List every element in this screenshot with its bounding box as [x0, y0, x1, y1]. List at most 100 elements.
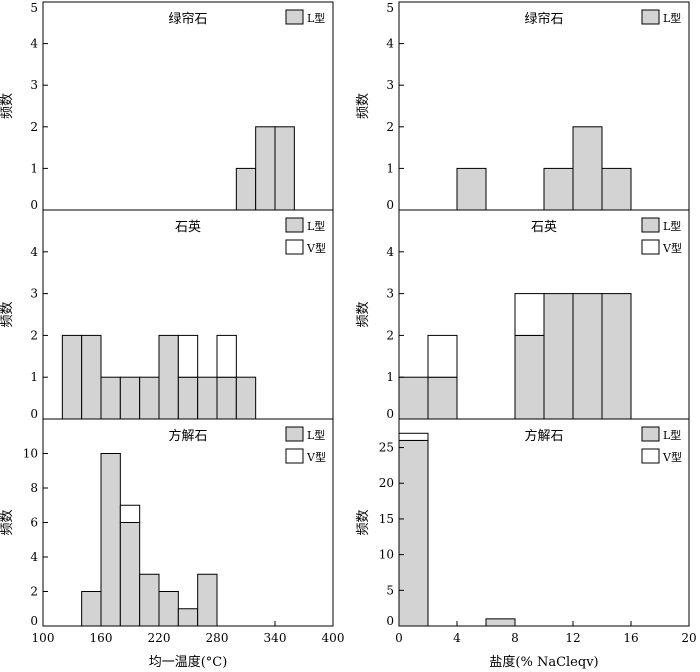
epidote-temp-bar-L-1	[255, 126, 276, 211]
calcite-salinity-ytick-label-5: 25	[379, 441, 394, 455]
quartz-temp-legend-label-V: V型	[306, 241, 326, 255]
quartz-temp-bar-L-0	[61, 334, 83, 420]
calcite-salinity-ytick-label-0: 0	[386, 614, 394, 628]
calcite-temp-ylabel: 频数	[0, 509, 15, 535]
calcite-salinity-legend-swatch-L	[641, 426, 660, 442]
quartz-salinity-bar-L-2	[514, 334, 545, 420]
calcite-temp-bar-L-6	[197, 573, 218, 627]
calcite-salinity-title: 方解石	[524, 428, 563, 444]
quartz-salinity-legend-swatch-L	[641, 217, 660, 233]
calcite-temp-bar-L-0	[81, 591, 102, 627]
calcite-salinity-legend-label-V: V型	[662, 450, 682, 464]
calcite-temp-bar-L-1	[100, 453, 121, 627]
calcite-salinity-xtick-label-3: 12	[565, 631, 580, 645]
quartz-temp-legend-swatch-V	[285, 239, 304, 255]
calcite-salinity-xtick-label-5: 20	[681, 631, 696, 645]
calcite-temp-xtick-label-1: 160	[90, 631, 113, 645]
quartz-salinity-ylabel: 频数	[356, 301, 371, 327]
calcite-temp-xtick-label-5: 400	[322, 631, 345, 645]
quartz-temp-ytick-label-2: 2	[30, 328, 38, 342]
epidote-temp-legend-label-L: L型	[307, 11, 325, 25]
epidote-temp-ytick-label-0: 0	[30, 198, 38, 212]
epidote-salinity-ytick-label-4: 4	[386, 37, 394, 51]
calcite-salinity-ytick-label-4: 20	[379, 476, 394, 490]
quartz-temp-legend-swatch-L	[285, 217, 304, 233]
calcite-salinity-legend-label-L: L型	[663, 428, 681, 442]
quartz-temp-ylabel: 频数	[0, 301, 15, 327]
calcite-temp-ytick-label-5: 10	[23, 447, 38, 461]
quartz-temp-bar-L-8	[216, 376, 237, 420]
calcite-temp-xtick-label-2: 220	[148, 631, 171, 645]
epidote-salinity-legend-label-L: L型	[663, 11, 681, 25]
calcite-salinity-ylabel: 频数	[356, 509, 371, 535]
quartz-temp-ytick-label-3: 3	[30, 287, 38, 301]
quartz-salinity-legend-swatch-V	[641, 239, 660, 255]
quartz-salinity-bar-L-0	[398, 376, 429, 420]
epidote-temp-ytick-label-3: 3	[30, 78, 38, 92]
quartz-temp-bar-L-9	[235, 376, 257, 420]
epidote-salinity-bar-L-0	[456, 167, 487, 211]
quartz-temp-ytick-label-0: 0	[30, 407, 38, 421]
calcite-temp-legend-swatch-V	[285, 448, 304, 464]
quartz-salinity-ytick-label-0: 0	[386, 407, 394, 421]
epidote-salinity-ytick-label-3: 3	[386, 78, 394, 92]
quartz-temp-bar-L-5	[158, 334, 179, 420]
calcite-temp-bar-L-2	[119, 522, 141, 627]
calcite-salinity-bar-L-0	[398, 439, 429, 627]
calcite-temp-ytick-label-4: 8	[30, 481, 38, 495]
calcite-temp-ytick-label-3: 6	[30, 516, 38, 530]
quartz-salinity-ytick-label-2: 2	[386, 328, 394, 342]
quartz-temp-bar-L-4	[139, 376, 160, 420]
quartz-temp-legend-label-L: L型	[307, 219, 325, 233]
epidote-salinity-ytick-label-0: 0	[386, 198, 394, 212]
calcite-salinity-ytick-label-3: 15	[379, 512, 394, 526]
epidote-temp-ylabel: 频数	[0, 93, 15, 119]
calcite-salinity-ytick-label-1: 5	[386, 583, 394, 597]
epidote-salinity-ytick-label-2: 2	[386, 120, 394, 134]
calcite-temp-xtick-label-4: 340	[264, 631, 287, 645]
calcite-temp-ytick-label-2: 4	[30, 550, 38, 564]
calcite-salinity-ytick-label-2: 10	[379, 548, 394, 562]
quartz-temp-ytick-label-4: 4	[30, 245, 38, 259]
calcite-temp-ytick-label-0: 0	[30, 614, 38, 628]
epidote-salinity-legend-swatch-L	[641, 9, 660, 25]
epidote-temp-title: 绿帘石	[168, 11, 207, 27]
quartz-salinity-ytick-label-4: 4	[386, 245, 394, 259]
calcite-temp-bar-V-2	[119, 504, 141, 523]
quartz-temp-bar-V-6	[177, 334, 199, 378]
calcite-temp-legend-swatch-L	[285, 426, 304, 442]
epidote-temp-ytick-label-1: 1	[30, 161, 38, 175]
quartz-temp-bar-L-3	[119, 376, 141, 420]
quartz-temp-bar-V-8	[216, 334, 237, 378]
calcite-temp-title: 方解石	[168, 428, 207, 444]
quartz-salinity-title: 石英	[531, 220, 557, 235]
epidote-salinity-ytick-label-1: 1	[386, 161, 394, 175]
calcite-salinity-frame	[398, 418, 690, 627]
calcite-salinity-xtick-label-4: 16	[623, 631, 638, 645]
quartz-temp-ytick-label-1: 1	[30, 370, 38, 384]
calcite-salinity-bar-L-1	[485, 618, 516, 627]
calcite-temp-xtick-label-3: 280	[206, 631, 229, 645]
quartz-salinity-legend-label-V: V型	[662, 241, 682, 255]
quartz-salinity-legend-label-L: L型	[663, 219, 681, 233]
quartz-salinity-ytick-label-3: 3	[386, 287, 394, 301]
quartz-salinity-bar-L-3	[543, 293, 574, 420]
frame-layer	[42, 1, 690, 627]
calcite-temp-legend-label-L: L型	[307, 428, 325, 442]
calcite-salinity-xtick-label-1: 4	[453, 631, 461, 645]
calcite-salinity-bar-V-0	[398, 432, 429, 441]
quartz-temp-bar-L-7	[197, 376, 218, 420]
epidote-salinity-bar-L-2	[572, 126, 603, 211]
quartz-salinity-bar-V-1	[427, 334, 458, 378]
epidote-salinity-bar-L-1	[543, 167, 574, 211]
quartz-temp-bar-L-2	[100, 376, 121, 420]
epidote-salinity-ytick-label-5: 5	[386, 1, 394, 15]
quartz-salinity-bar-V-2	[514, 293, 545, 336]
epidote-temp-ytick-label-2: 2	[30, 120, 38, 134]
calcite-salinity-xtick-label-0: 0	[395, 631, 403, 645]
epidote-salinity-title: 绿帘石	[524, 11, 563, 27]
quartz-salinity-ytick-label-1: 1	[386, 370, 394, 384]
calcite-temp-bar-L-4	[158, 591, 179, 627]
